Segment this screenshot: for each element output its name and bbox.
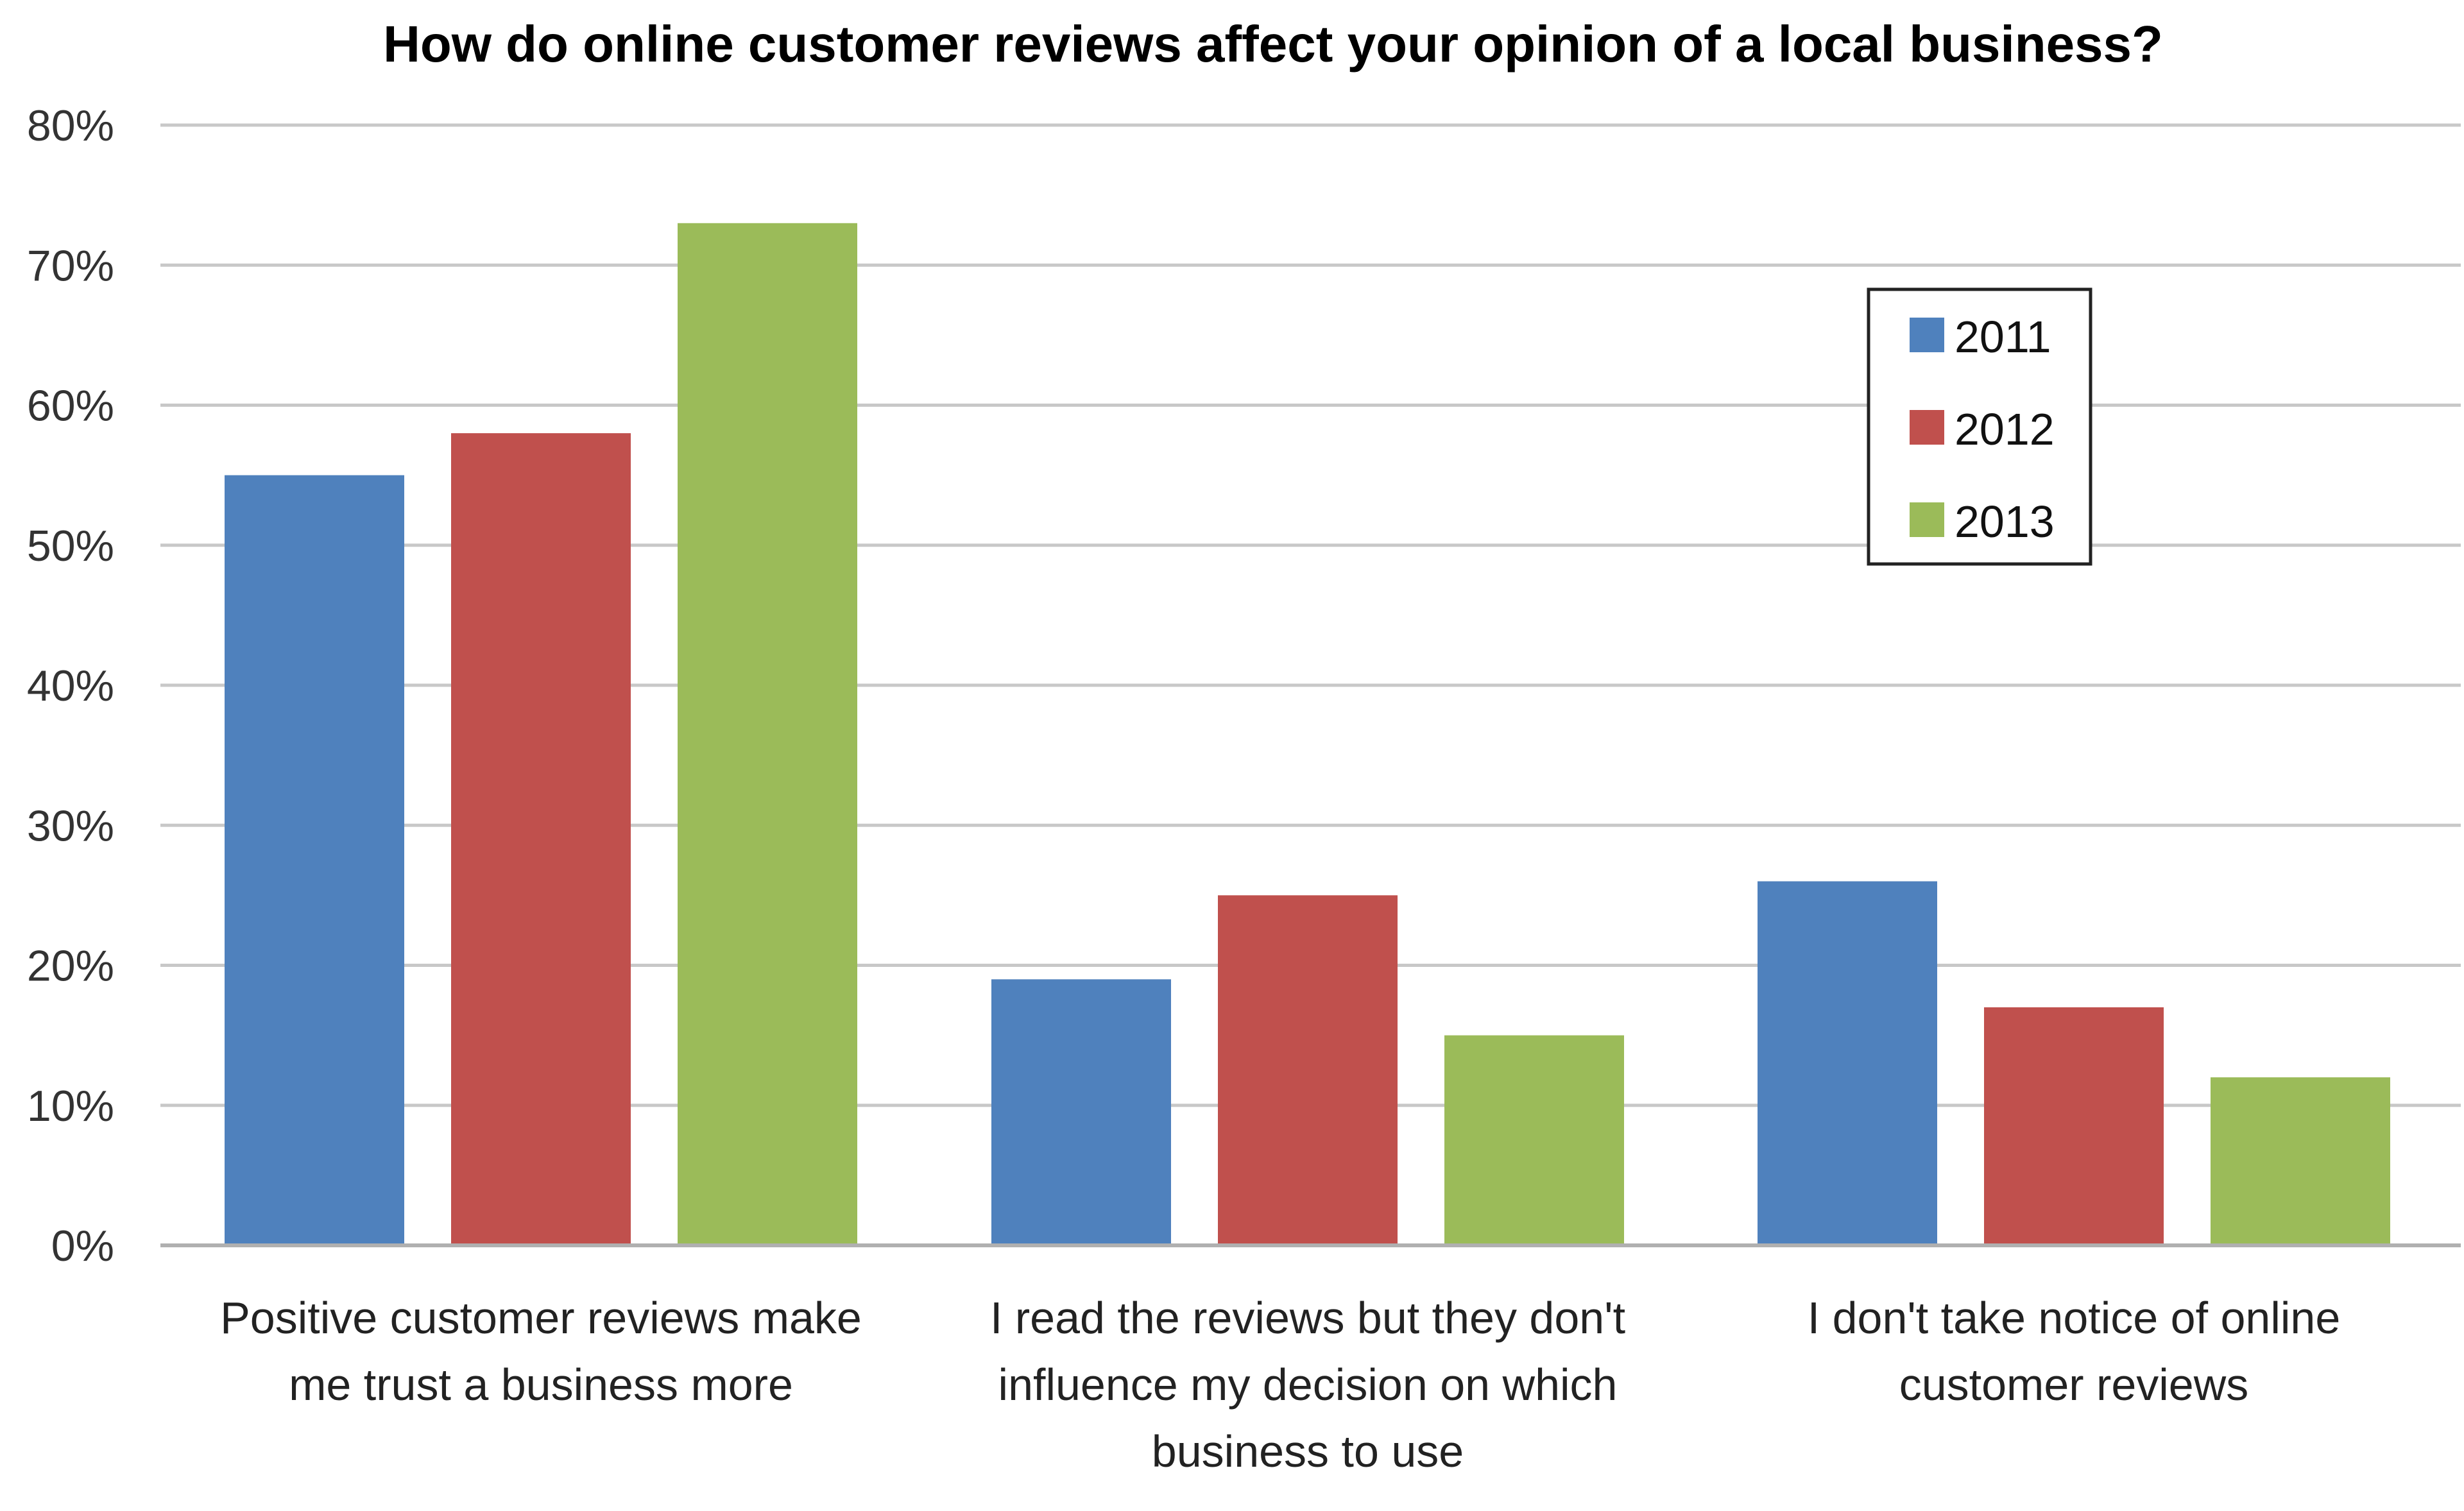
bar-2012-2 <box>1218 895 1398 1245</box>
legend-label-2013: 2013 <box>1955 497 2055 547</box>
category-label: I read the reviews but they don't influen… <box>990 1293 1625 1476</box>
category-labels: Positive customer reviews make me trust a… <box>220 1293 2340 1476</box>
legend-swatch-2012 <box>1910 410 1944 445</box>
y-tick-label: 10% <box>27 1082 114 1131</box>
bar-2011-1 <box>225 475 404 1245</box>
legend-box <box>1867 287 2092 566</box>
legend-swatch-2013 <box>1910 502 1944 537</box>
y-tick-label: 50% <box>27 522 114 570</box>
y-tick-label: 60% <box>27 382 114 431</box>
chart-title: How do online customer reviews affect yo… <box>383 15 2163 73</box>
y-tick-label: 70% <box>27 241 114 290</box>
legend-label-2012: 2012 <box>1955 404 2055 454</box>
y-tick-label: 30% <box>27 801 114 850</box>
y-tick-label: 80% <box>27 101 114 150</box>
bar-2013-1 <box>678 223 857 1245</box>
bar-2011-3 <box>1758 881 1937 1245</box>
bar-2013-3 <box>2211 1077 2390 1245</box>
y-tick-label: 20% <box>27 942 114 991</box>
legend-label-2011: 2011 <box>1955 312 2051 362</box>
y-tick-label: 0% <box>51 1222 114 1270</box>
y-axis-ticks: 0% 10% 20% 30% 40% 50% 60% 70% 80% <box>27 101 114 1270</box>
category-label: I don't take notice of online customer re… <box>1808 1293 2341 1410</box>
bar-2012-1 <box>451 433 631 1245</box>
legend-swatch-2011 <box>1910 318 1944 352</box>
bar-2013-2 <box>1444 1035 1624 1245</box>
bars <box>225 223 2390 1245</box>
legend: 2011 2012 2013 <box>1867 287 2092 566</box>
bar-2011-2 <box>991 979 1171 1245</box>
bar-2012-3 <box>1984 1007 2164 1245</box>
y-tick-label: 40% <box>27 662 114 710</box>
category-label: Positive customer reviews make me trust a… <box>220 1293 862 1410</box>
